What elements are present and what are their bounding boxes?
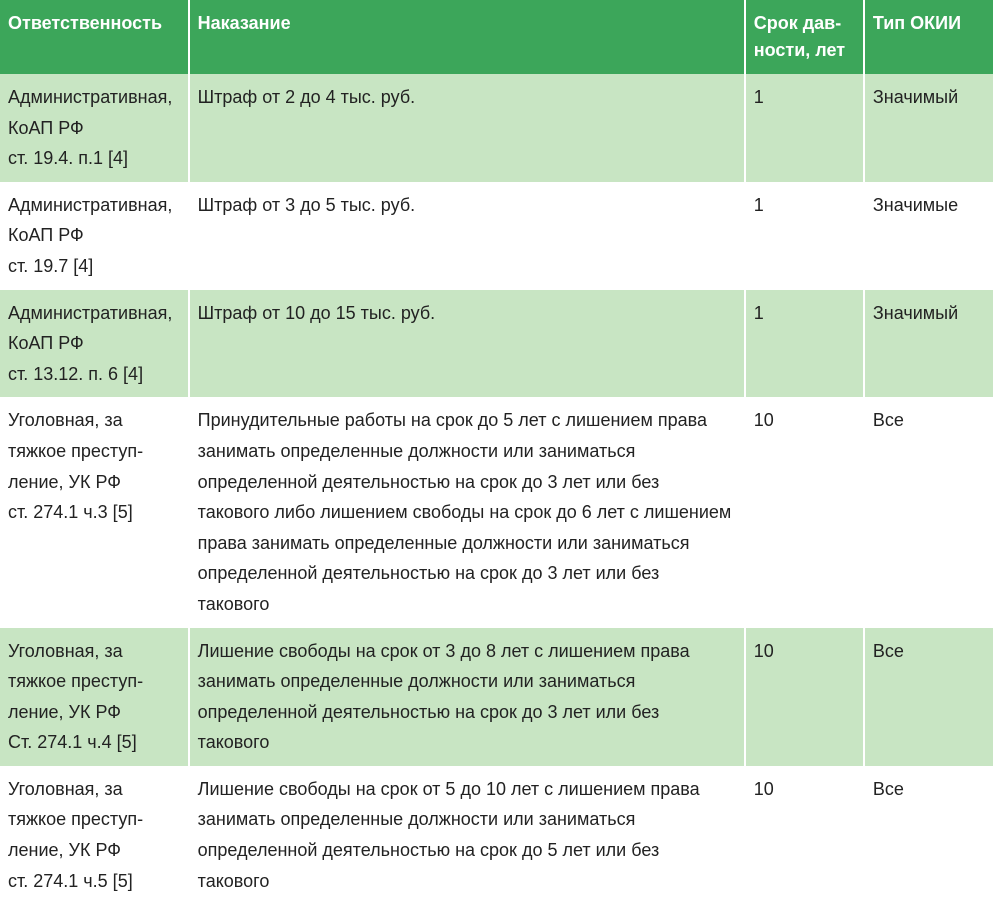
table-header-row: Ответственность Наказание Срок дав-ности… [0, 0, 993, 74]
cell-punishment: Лишение свободы на срок от 5 до 10 лет с… [189, 766, 745, 904]
cell-limitation: 1 [745, 182, 864, 290]
cell-punishment: Штраф от 2 до 4 тыс. руб. [189, 74, 745, 182]
cell-punishment: Лишение свободы на срок от 3 до 8 лет с … [189, 628, 745, 766]
cell-punishment: Штраф от 10 до 15 тыс. руб. [189, 290, 745, 398]
cell-limitation: 10 [745, 397, 864, 627]
cell-responsibility: Административная, КоАП РФст. 19.7 [4] [0, 182, 189, 290]
cell-okii-type: Все [864, 397, 993, 627]
cell-responsibility: Уголовная, за тяжкое преступ-ление, УК Р… [0, 766, 189, 904]
cell-okii-type: Значимые [864, 182, 993, 290]
table-row: Административная, КоАП РФст. 13.12. п. 6… [0, 290, 993, 398]
col-header-okii-type: Тип ОКИИ [864, 0, 993, 74]
cell-okii-type: Значимый [864, 74, 993, 182]
cell-responsibility: Уголовная, за тяжкое преступ-ление, УК Р… [0, 628, 189, 766]
liability-table: Ответственность Наказание Срок дав-ности… [0, 0, 993, 904]
cell-punishment: Принудительные работы на срок до 5 лет с… [189, 397, 745, 627]
cell-okii-type: Все [864, 766, 993, 904]
cell-punishment: Штраф от 3 до 5 тыс. руб. [189, 182, 745, 290]
cell-okii-type: Значимый [864, 290, 993, 398]
cell-okii-type: Все [864, 628, 993, 766]
cell-responsibility: Административная, КоАП РФст. 13.12. п. 6… [0, 290, 189, 398]
cell-limitation: 1 [745, 290, 864, 398]
table-row: Уголовная, за тяжкое преступ-ление, УК Р… [0, 766, 993, 904]
col-header-punishment: Наказание [189, 0, 745, 74]
table-row: Уголовная, за тяжкое преступ-ление, УК Р… [0, 628, 993, 766]
table-row: Уголовная, за тяжкое преступ-ление, УК Р… [0, 397, 993, 627]
table-body: Административная, КоАП РФст. 19.4. п.1 [… [0, 74, 993, 904]
table-head: Ответственность Наказание Срок дав-ности… [0, 0, 993, 74]
liability-table-wrap: Ответственность Наказание Срок дав-ности… [0, 0, 993, 904]
cell-responsibility: Административная, КоАП РФст. 19.4. п.1 [… [0, 74, 189, 182]
cell-limitation: 1 [745, 74, 864, 182]
cell-limitation: 10 [745, 628, 864, 766]
cell-limitation: 10 [745, 766, 864, 904]
col-header-limitation: Срок дав-ности, лет [745, 0, 864, 74]
table-row: Административная, КоАП РФст. 19.4. п.1 [… [0, 74, 993, 182]
col-header-responsibility: Ответственность [0, 0, 189, 74]
table-row: Административная, КоАП РФст. 19.7 [4] Шт… [0, 182, 993, 290]
cell-responsibility: Уголовная, за тяжкое преступ-ление, УК Р… [0, 397, 189, 627]
